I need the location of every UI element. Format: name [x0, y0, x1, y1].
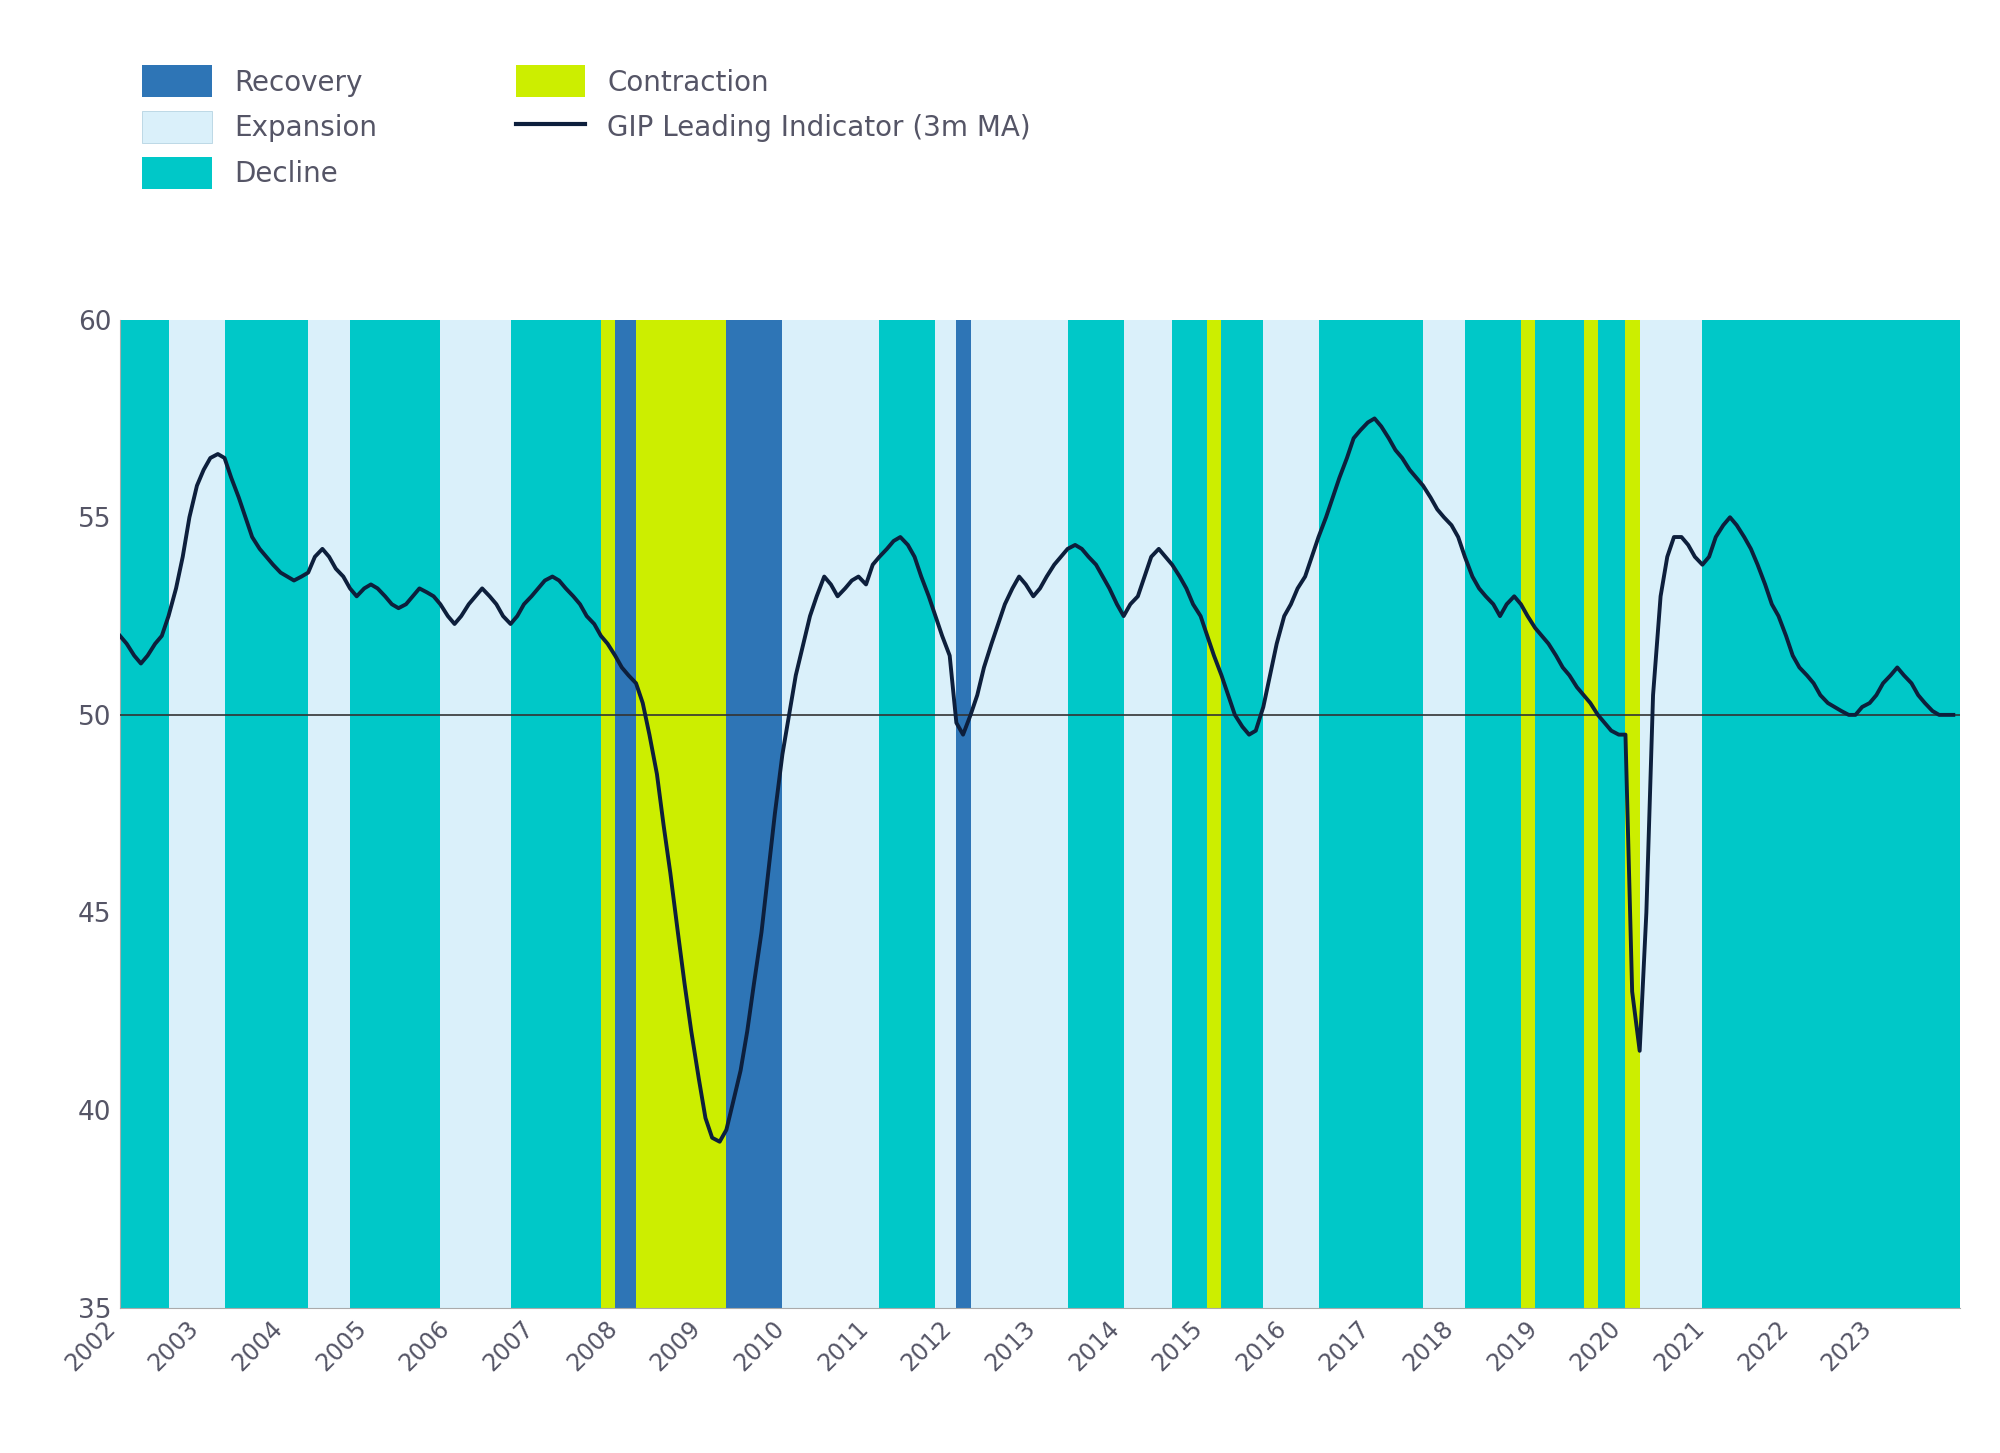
Bar: [1424, 320, 1464, 1308]
Bar: [636, 320, 726, 1308]
Bar: [1222, 320, 1264, 1308]
Legend: Recovery, Expansion, Decline, Contraction, GIP Leading Indicator (3m MA), : Recovery, Expansion, Decline, Contractio…: [134, 57, 1040, 198]
Bar: [956, 320, 970, 1308]
Bar: [726, 320, 782, 1308]
Bar: [1520, 320, 1536, 1308]
Bar: [880, 320, 936, 1308]
Bar: [600, 320, 616, 1308]
Bar: [1464, 320, 1520, 1308]
Bar: [1172, 320, 1208, 1308]
Bar: [1068, 320, 1124, 1308]
Bar: [1702, 320, 1960, 1308]
Bar: [1598, 320, 1626, 1308]
Bar: [1124, 320, 1172, 1308]
Bar: [782, 320, 880, 1308]
Bar: [1208, 320, 1222, 1308]
Bar: [1536, 320, 1584, 1308]
Bar: [936, 320, 956, 1308]
Bar: [1584, 320, 1598, 1308]
Bar: [1318, 320, 1424, 1308]
Bar: [616, 320, 636, 1308]
Bar: [970, 320, 1068, 1308]
Bar: [1626, 320, 1640, 1308]
Bar: [350, 320, 440, 1308]
Bar: [440, 320, 510, 1308]
Bar: [510, 320, 600, 1308]
Bar: [120, 320, 168, 1308]
Bar: [308, 320, 350, 1308]
Bar: [168, 320, 224, 1308]
Bar: [1640, 320, 1702, 1308]
Bar: [1264, 320, 1318, 1308]
Bar: [224, 320, 308, 1308]
